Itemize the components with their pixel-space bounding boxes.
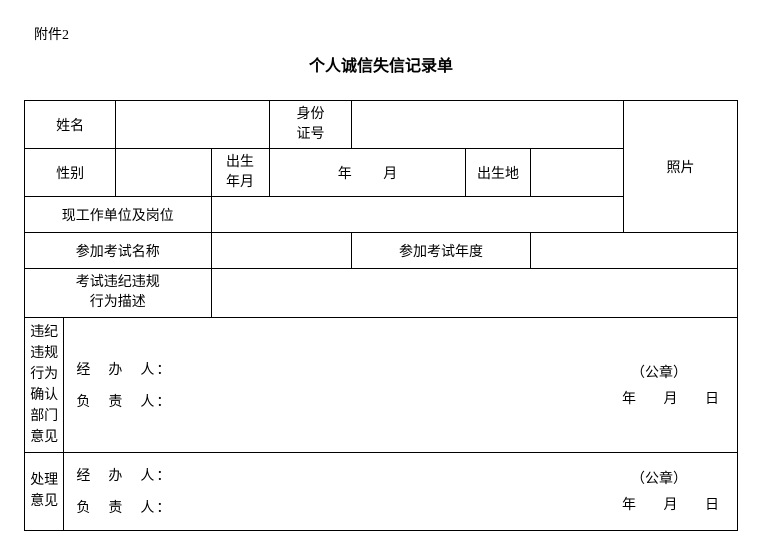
label-gender: 性别 <box>25 149 116 197</box>
label-violation-l1: 考试违纪违规 <box>76 275 160 290</box>
field-violation-desc <box>211 269 737 317</box>
field-confirm-opinion: 经 办 人： 负 责 人： （公章） 年 月 日 <box>64 317 738 452</box>
label-birth: 出生 年月 <box>211 149 269 197</box>
label-work-unit: 现工作单位及岗位 <box>25 197 212 233</box>
field-birth-date: 年 月 <box>269 149 466 197</box>
page-title: 个人诚信失信记录单 <box>24 52 738 76</box>
record-form-table: 姓名 身份 证号 照片 性别 出生 年月 年 月 出生地 现工作单位及岗位 参加… <box>24 100 738 531</box>
field-name <box>116 101 269 149</box>
field-gender <box>116 149 211 197</box>
label-id-number: 身份 证号 <box>269 101 352 149</box>
label-confirm-opinion: 违纪 违规 行为 确认 部门 意见 <box>25 317 64 452</box>
label-exam-name: 参加考试名称 <box>25 233 212 269</box>
label-exam-year: 参加考试年度 <box>352 233 530 269</box>
field-id-number <box>352 101 624 149</box>
label-ymd-2: 年 月 日 <box>598 494 719 514</box>
label-birthplace: 出生地 <box>466 149 530 197</box>
field-exam-year <box>530 233 737 269</box>
label-photo: 照片 <box>623 101 737 233</box>
label-year: 年 <box>338 167 352 182</box>
field-exam-name <box>211 233 352 269</box>
field-handling-opinion: 经 办 人： 负 责 人： （公章） 年 月 日 <box>64 452 738 530</box>
field-work-unit <box>211 197 623 233</box>
label-violation-l2: 行为描述 <box>90 295 146 310</box>
label-ymd-1: 年 月 日 <box>598 388 719 408</box>
field-birthplace <box>530 149 623 197</box>
seal-date-block-2: （公章） 年 月 日 <box>598 468 719 514</box>
label-id-l2: 证号 <box>296 127 324 142</box>
label-name: 姓名 <box>25 101 116 149</box>
label-violation-desc: 考试违纪违规 行为描述 <box>25 269 212 317</box>
label-id-l1: 身份 <box>296 107 324 122</box>
label-month: 月 <box>383 167 397 182</box>
label-handling-opinion: 处理 意见 <box>25 452 64 530</box>
label-seal-1: （公章） <box>631 362 687 382</box>
label-birth-l2: 年月 <box>226 175 254 190</box>
attachment-label: 附件2 <box>34 24 738 44</box>
label-seal-2: （公章） <box>631 468 687 488</box>
label-birth-l1: 出生 <box>226 155 254 170</box>
seal-date-block-1: （公章） 年 月 日 <box>598 362 719 408</box>
